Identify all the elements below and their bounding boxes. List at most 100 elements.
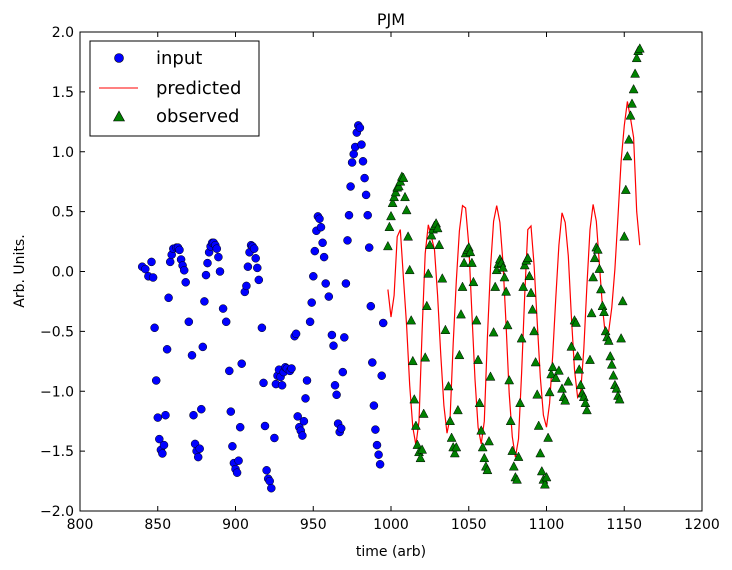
x-tick-label: 900 — [222, 517, 249, 533]
point-observed — [418, 408, 429, 418]
point-observed — [532, 389, 543, 399]
legend-label-observed: observed — [156, 106, 239, 127]
point-input — [195, 444, 204, 453]
point-input — [165, 257, 175, 267]
point-input — [215, 267, 225, 276]
point-observed — [547, 361, 558, 372]
point-input — [287, 364, 296, 373]
point-observed — [398, 172, 409, 182]
y-tick-label: −2.0 — [40, 504, 74, 520]
point-observed — [599, 306, 609, 316]
x-tick-label: 850 — [144, 517, 171, 533]
point-observed — [406, 315, 417, 325]
point-observed — [410, 420, 421, 430]
point-observed — [382, 240, 393, 251]
point-observed — [515, 397, 526, 407]
point-input — [153, 413, 163, 422]
point-input — [307, 298, 316, 307]
point-observed — [490, 281, 501, 291]
point-input — [262, 466, 271, 475]
point-input — [189, 410, 198, 420]
point-observed — [420, 352, 431, 362]
point-observed — [393, 180, 404, 191]
point-observed — [437, 273, 448, 283]
point-input — [305, 317, 315, 327]
point-input — [260, 421, 270, 431]
point-input — [329, 341, 338, 350]
point-observed — [571, 317, 581, 327]
y-tick-label: 0.5 — [52, 205, 74, 221]
point-observed — [456, 309, 466, 319]
point-input — [372, 440, 382, 450]
point-observed — [524, 270, 535, 281]
point-observed — [508, 461, 519, 471]
point-observed — [513, 451, 524, 461]
point-input — [155, 434, 164, 444]
point-input — [270, 433, 279, 443]
y-tick-label: −1.0 — [40, 384, 74, 400]
point-observed — [586, 307, 597, 318]
point-observed — [451, 441, 462, 452]
point-input — [198, 342, 208, 352]
point-observed — [468, 276, 479, 287]
point-observed — [498, 262, 508, 272]
point-observed — [423, 268, 434, 278]
point-input — [147, 257, 156, 267]
point-input — [349, 149, 358, 159]
point-observed — [465, 246, 476, 257]
point-input — [366, 301, 376, 311]
point-observed — [384, 221, 395, 231]
point-observed — [505, 415, 516, 425]
point-observed — [445, 415, 456, 425]
point-input — [249, 244, 259, 253]
point-input — [235, 422, 245, 432]
point-observed — [595, 283, 606, 294]
point-input — [265, 476, 274, 486]
point-input — [360, 173, 369, 183]
point-observed — [400, 191, 410, 202]
point-observed — [512, 474, 522, 484]
point-input — [355, 123, 365, 133]
point-observed — [434, 239, 445, 249]
point-input — [175, 245, 184, 255]
point-input — [293, 412, 302, 421]
point-observed — [535, 447, 546, 458]
x-tick-label: 950 — [300, 517, 327, 533]
point-input — [203, 258, 212, 268]
point-input — [298, 431, 307, 440]
point-observed — [544, 386, 555, 397]
point-observed — [499, 271, 510, 282]
point-input — [179, 266, 189, 275]
point-observed — [440, 324, 451, 334]
point-observed — [611, 383, 622, 393]
point-observed — [488, 327, 499, 337]
point-input — [369, 401, 379, 410]
y-tick-label: 1.0 — [52, 145, 74, 161]
point-observed — [519, 259, 530, 270]
point-input — [214, 252, 223, 262]
point-input — [201, 270, 211, 280]
point-observed — [628, 83, 639, 94]
point-observed — [443, 380, 454, 391]
point-observed — [608, 370, 619, 380]
point-observed — [432, 222, 443, 233]
point-input — [343, 236, 352, 245]
point-observed — [580, 397, 591, 407]
y-tick-label: 1.5 — [52, 85, 74, 101]
point-input — [181, 278, 190, 287]
point-observed — [533, 420, 544, 430]
point-observed — [541, 471, 552, 482]
point-input — [232, 468, 242, 477]
point-observed — [452, 404, 463, 415]
point-input — [341, 279, 351, 288]
point-observed — [389, 191, 400, 202]
point-observed — [620, 184, 631, 194]
point-input — [332, 390, 341, 400]
point-observed — [606, 359, 617, 369]
point-input — [340, 333, 349, 342]
point-input — [148, 273, 158, 282]
point-input — [363, 210, 372, 220]
point-observed — [617, 295, 628, 306]
point-observed — [387, 197, 398, 207]
point-input — [267, 483, 276, 493]
